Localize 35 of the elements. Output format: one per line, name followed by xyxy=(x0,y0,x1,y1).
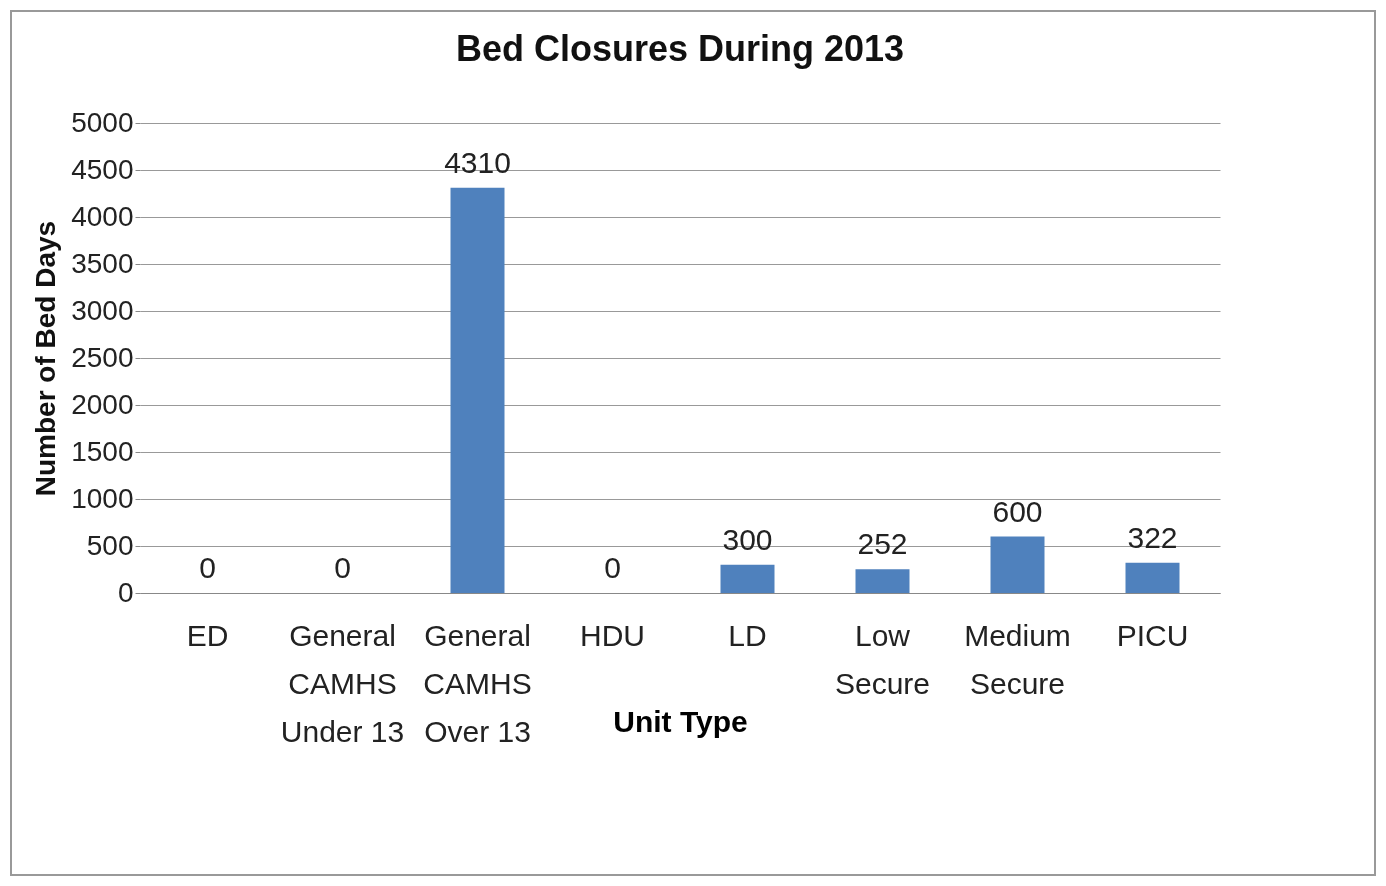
bar xyxy=(990,536,1045,593)
y-tick-label: 1000 xyxy=(71,482,134,514)
data-label: 252 xyxy=(857,527,908,561)
y-tick-label: 5000 xyxy=(71,106,134,138)
y-tick-label: 4000 xyxy=(71,200,134,232)
y-tick-label: 3500 xyxy=(71,247,134,279)
y-tick-label: 2000 xyxy=(71,388,134,420)
x-tick-label: Low Secure xyxy=(834,618,931,700)
x-tick-label: Medium Secure xyxy=(964,618,1071,700)
data-label: 600 xyxy=(992,494,1043,528)
y-tick-label: 0 xyxy=(117,576,134,608)
x-tick-label: General CAMHS Under 13 xyxy=(280,618,405,748)
x-tick-label: HDU xyxy=(580,618,645,652)
data-label: 300 xyxy=(722,522,773,556)
y-tick-label: 500 xyxy=(86,529,134,561)
y-tick-label: 2500 xyxy=(71,341,134,373)
bar xyxy=(720,564,775,593)
x-axis-title: Unit Type xyxy=(613,704,748,738)
x-tick-label: LD xyxy=(728,618,767,652)
x-tick-label: ED xyxy=(186,618,229,652)
y-axis-title: Number of Bed Days xyxy=(30,220,62,497)
y-tick-label: 4500 xyxy=(71,153,134,185)
data-label: 0 xyxy=(604,551,621,584)
bar xyxy=(855,569,910,593)
y-tick-label: 3000 xyxy=(71,294,134,326)
chart-title: Bed Closures During 2013 xyxy=(455,28,905,69)
bar xyxy=(450,187,505,593)
bar xyxy=(1125,562,1180,593)
data-label: 322 xyxy=(1127,520,1178,554)
y-tick-label: 1500 xyxy=(71,435,134,467)
x-tick-label: PICU xyxy=(1116,618,1189,652)
x-tick-label: General CAMHS Over 13 xyxy=(423,618,532,748)
data-label: 0 xyxy=(199,551,216,584)
data-label: 4310 xyxy=(444,145,511,179)
data-label: 0 xyxy=(334,551,351,584)
